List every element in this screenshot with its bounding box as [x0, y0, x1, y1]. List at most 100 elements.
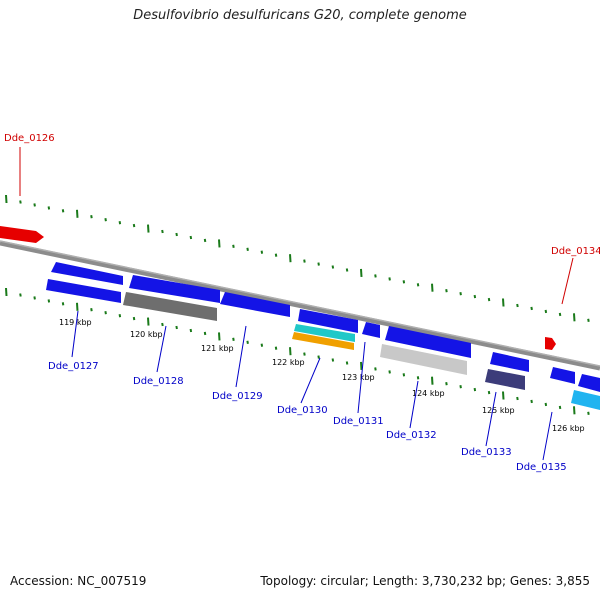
tick-label-126: 126 kbp [552, 424, 585, 433]
gene-dde-0130-orange[interactable] [292, 332, 354, 350]
lower-track-tick [61, 302, 65, 306]
tick-labels: 119 kbp 120 kbp 121 kbp 122 kbp 123 kbp … [59, 318, 585, 433]
lower-track-tick [303, 352, 306, 356]
gene-label-dde-0132[interactable]: Dde_0132 [386, 430, 437, 441]
lower-track-tick [90, 308, 93, 312]
gene-dde-0132-gray[interactable] [380, 344, 467, 375]
upper-track-tick [175, 232, 178, 237]
leader-dde-0134 [561, 257, 574, 305]
gene-dde-0136[interactable] [578, 374, 600, 392]
upper-track-tick [5, 194, 8, 204]
lower-track-tick [331, 358, 335, 362]
gene-label-dde-0134[interactable]: Dde_0134 [551, 246, 600, 257]
upper-track-tick [232, 244, 235, 248]
upper-tick-track [5, 194, 590, 322]
page-title: Desulfovibrio desulfuricans G20, complet… [133, 8, 467, 23]
upper-track-tick [274, 253, 278, 257]
gene-label-dde-0128[interactable]: Dde_0128 [133, 376, 184, 387]
gene-dde-0127-a[interactable] [51, 262, 123, 285]
gene-label-dde-0126[interactable]: Dde_0126 [4, 133, 55, 144]
tick-label-119: 119 kbp [59, 318, 92, 327]
gene-dde-0126[interactable] [0, 226, 44, 243]
leader-dde-0127 [71, 310, 79, 358]
tick-label-124: 124 kbp [412, 389, 445, 398]
leader-dde-0133 [485, 391, 497, 447]
upper-track-tick [61, 209, 65, 213]
upper-track-tick [76, 209, 79, 218]
leader-dde-0129 [235, 325, 247, 388]
gene-dde-0135[interactable] [550, 367, 575, 384]
upper-track-tick [260, 250, 264, 254]
upper-track-tick [203, 238, 207, 243]
gene-label-dde-0129[interactable]: Dde_0129 [212, 391, 263, 402]
gene-label-dde-0133[interactable]: Dde_0133 [461, 447, 512, 458]
lower-track-tick [19, 293, 22, 297]
gene-dde-0133-navy[interactable] [485, 369, 525, 390]
tick-label-120: 120 kbp [130, 330, 163, 339]
lower-track-tick [161, 322, 164, 327]
upper-track-tick [246, 247, 249, 251]
gene-dde-0128-gray[interactable] [123, 292, 217, 321]
lower-track-tick [445, 382, 448, 386]
gene-label-dde-0130[interactable]: Dde_0130 [277, 405, 328, 416]
lower-track-tick [218, 332, 221, 341]
gene-dde-0127-b[interactable] [46, 279, 121, 303]
gene-dde-0130[interactable] [298, 309, 358, 333]
lower-track-tick [232, 337, 235, 341]
tick-label-125: 125 kbp [482, 406, 515, 415]
tick-label-123: 123 kbp [342, 373, 375, 382]
lower-track-tick [431, 376, 434, 385]
lower-track-tick [289, 347, 292, 356]
lower-track-tick [416, 376, 420, 380]
genome-stats-text: Topology: circular; Length: 3,730,232 bp… [260, 574, 590, 588]
gene-dde-0133[interactable] [490, 352, 529, 372]
leader-dde-0135 [542, 411, 553, 461]
accession-text: Accession: NC_007519 [10, 574, 147, 588]
gene-label-dde-0127[interactable]: Dde_0127 [48, 361, 99, 372]
lower-track-tick [473, 387, 477, 392]
upper-track-tick [33, 203, 36, 207]
lower-track-tick [459, 385, 462, 389]
gene-leader-lines [19, 147, 574, 461]
upper-track-tick [132, 223, 136, 228]
lower-track-tick [544, 402, 548, 407]
gene-dde-0129[interactable] [220, 292, 290, 317]
upper-track-tick [289, 254, 292, 263]
upper-track-tick [587, 318, 590, 322]
gene-dde-0134[interactable] [545, 337, 556, 350]
lower-track-tick [147, 317, 150, 326]
gene-dde-0132[interactable] [385, 326, 471, 358]
lower-track-tick [360, 361, 363, 370]
upper-track-tick [345, 268, 349, 272]
lower-track-tick [516, 396, 519, 401]
lower-tick-track [5, 287, 590, 415]
upper-track-tick [530, 306, 533, 311]
upper-track-tick [189, 235, 193, 240]
lower-track-tick [345, 361, 349, 365]
upper-track-tick [147, 224, 150, 233]
upper-track-tick [331, 265, 335, 269]
upper-track-tick [218, 239, 221, 248]
gene-dde-0130-teal[interactable] [294, 324, 355, 342]
genome-backbone [0, 240, 600, 371]
gene-dde-0131[interactable] [362, 322, 380, 338]
upper-track-tick [573, 313, 576, 322]
upper-track-tick [104, 218, 107, 222]
upper-track-tick [558, 312, 562, 317]
upper-track-tick [161, 229, 164, 234]
upper-track-tick [459, 292, 462, 296]
lower-track-tick [558, 405, 562, 410]
upper-track-tick [487, 297, 491, 302]
gene-dde-0137[interactable] [571, 390, 600, 410]
upper-track-tick [502, 298, 505, 307]
lower-track-tick [104, 311, 107, 315]
gene-label-dde-0135[interactable]: Dde_0135 [516, 462, 567, 473]
leader-dde-0132 [409, 380, 419, 429]
gene-label-dde-0131[interactable]: Dde_0131 [333, 416, 384, 427]
lower-track-tick [402, 373, 406, 377]
lower-track-tick [374, 367, 377, 371]
lower-track-tick [118, 314, 122, 318]
genome-backbone-highlight [0, 240, 600, 367]
upper-track-tick [473, 294, 477, 299]
gene-dde-0128[interactable] [129, 275, 220, 303]
